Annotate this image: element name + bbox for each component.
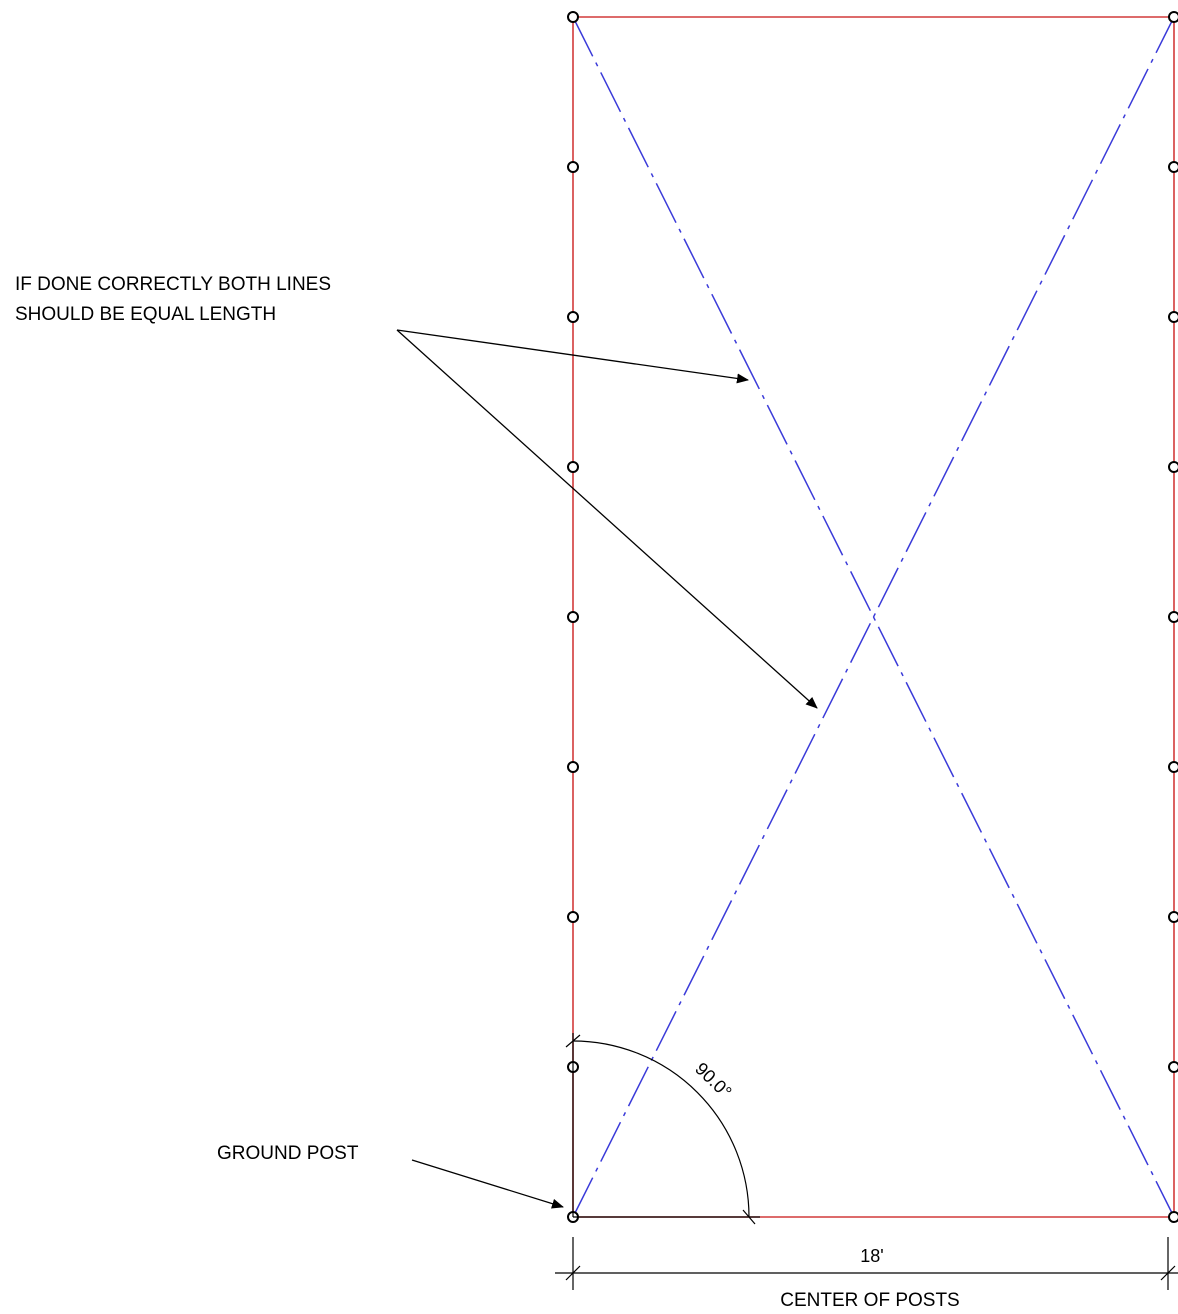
post-left-2 bbox=[567, 161, 579, 173]
post-left-1 bbox=[567, 11, 579, 23]
post-right-6 bbox=[1168, 761, 1178, 773]
dimension-tick-left bbox=[565, 1265, 581, 1281]
angle-tick-right bbox=[742, 1209, 756, 1225]
post-right-1 bbox=[1168, 11, 1178, 23]
angle-dimension bbox=[565, 1033, 760, 1225]
ground-post-label: GROUND POST bbox=[217, 1143, 359, 1164]
equal-length-note-line-1: IF DONE CORRECTLY BOTH LINES bbox=[15, 274, 331, 295]
diagonal-bottom-left-to-top-right bbox=[572, 16, 1175, 1218]
posts bbox=[567, 11, 1178, 1223]
center-of-posts-label: CENTER OF POSTS bbox=[780, 1290, 959, 1311]
post-right-4 bbox=[1168, 461, 1178, 473]
post-left-6 bbox=[567, 761, 579, 773]
post-right-8 bbox=[1168, 1061, 1178, 1073]
post-left-3 bbox=[567, 311, 579, 323]
leader-arrow-lower bbox=[396, 329, 818, 709]
post-left-5 bbox=[567, 611, 579, 623]
equal-length-note-line-2: SHOULD BE EQUAL LENGTH bbox=[15, 304, 276, 325]
diagonals bbox=[572, 16, 1175, 1218]
post-right-5 bbox=[1168, 611, 1178, 623]
leader-arrow-upper bbox=[396, 329, 749, 384]
dimension-tick-right bbox=[1160, 1265, 1176, 1281]
post-right-2 bbox=[1168, 161, 1178, 173]
post-left-4 bbox=[567, 461, 579, 473]
angle-tick-top bbox=[565, 1034, 581, 1048]
width-dimension-label: 18' bbox=[860, 1246, 883, 1266]
post-right-3 bbox=[1168, 311, 1178, 323]
width-dimension bbox=[555, 1237, 1178, 1290]
angle-arc bbox=[572, 1040, 750, 1218]
post-right-7 bbox=[1168, 911, 1178, 923]
equal-length-leaders bbox=[396, 329, 818, 709]
ground-post-leader-arrow bbox=[411, 1159, 564, 1209]
post-left-7 bbox=[567, 911, 579, 923]
angle-label: 90.0° bbox=[691, 1058, 735, 1102]
post-right-9 bbox=[1168, 1211, 1178, 1223]
